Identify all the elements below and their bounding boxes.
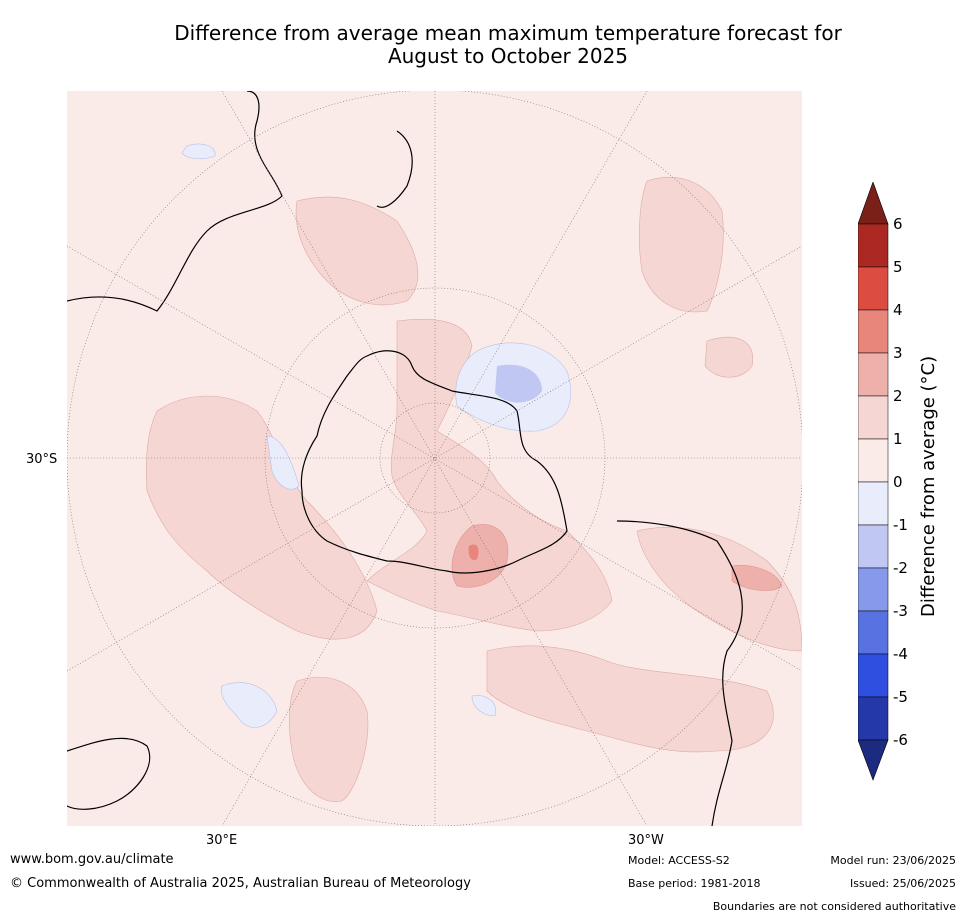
footer-website[interactable]: www.bom.gov.au/climate	[10, 852, 174, 867]
colorbar-tick-m4: -4	[893, 645, 908, 663]
colorbar-level-1-2	[857, 395, 889, 440]
coastlines	[67, 91, 743, 826]
colorbar-level-0-1	[857, 438, 889, 483]
polar-map	[67, 91, 802, 826]
colorbar-tick-3: 3	[893, 344, 903, 362]
title-line-2: August to October 2025	[387, 44, 629, 68]
footer-issued: Issued: 25/06/2025	[849, 877, 956, 890]
colorbar-tick-m3: -3	[893, 602, 908, 620]
title-line-1: Difference from average mean maximum tem…	[174, 21, 842, 45]
anomaly-region-cool-3	[181, 143, 216, 160]
anomaly-region-south	[486, 645, 774, 753]
anomaly-minus2-to-minus1	[495, 364, 542, 403]
colorbar-level-m1-0	[857, 481, 889, 526]
anomaly-region-central	[366, 318, 613, 632]
colorbar-tick-4: 4	[893, 301, 903, 319]
antarctica-coastline	[300, 350, 568, 574]
anomaly-region-hot	[468, 544, 479, 561]
colorbar-level-5-6	[857, 223, 889, 268]
colorbar-tick-m5: -5	[893, 688, 908, 706]
anomaly-region-andes-warm	[731, 565, 783, 591]
colorbar-over-triangle	[857, 181, 889, 225]
anomaly-3-to-4	[468, 544, 479, 561]
latitude-label-30s: 30°S	[26, 452, 58, 467]
graticule	[67, 91, 802, 826]
south-america-coastline	[616, 520, 743, 826]
colorbar-tick-m6: -6	[893, 731, 908, 749]
map-title: Difference from average mean maximum tem…	[0, 22, 965, 68]
colorbar-levels	[857, 223, 889, 741]
colorbar-level-m2-m1	[857, 524, 889, 569]
colorbar-tick-5: 5	[893, 258, 903, 276]
colorbar-level-m6-m5	[857, 696, 889, 741]
colorbar-level-m5-m4	[857, 653, 889, 698]
colorbar	[857, 181, 890, 786]
meridian-60w	[67, 245, 802, 672]
anomaly-region-pacific-warm	[451, 524, 509, 588]
anomaly-region-north-1	[638, 177, 724, 313]
new-zealand-coastline	[376, 130, 413, 208]
colorbar-tick-m2: -2	[893, 559, 908, 577]
longitude-label-30e: 30°E	[206, 833, 238, 848]
footer-model-run: Model run: 23/06/2025	[830, 854, 956, 867]
colorbar-tick-2: 2	[893, 387, 903, 405]
colorbar-level-m3-m2	[857, 567, 889, 612]
meridian-30w	[221, 91, 648, 826]
anomaly-region-cool-core	[495, 364, 542, 403]
anomaly-region-cool-5	[471, 695, 497, 717]
colorbar-tick-6: 6	[893, 215, 903, 233]
anomaly-region-sw	[288, 677, 369, 802]
colorbar-level-m4-m3	[857, 610, 889, 655]
meridian-30e	[221, 91, 648, 826]
anomaly-region-ne	[704, 336, 754, 378]
footer-base-period: Base period: 1981-2018	[628, 877, 761, 890]
colorbar-level-4-5	[857, 266, 889, 311]
australia-coastline	[67, 737, 151, 810]
anomaly-region-cool-2	[221, 682, 278, 728]
anomaly-region-cool-4	[266, 435, 300, 490]
colorbar-tick-m1: -1	[893, 516, 908, 534]
anomaly-2-to-3	[451, 524, 783, 591]
anomaly-1-to-2	[146, 177, 802, 802]
footer-copyright: © Commonwealth of Australia 2025, Austra…	[10, 876, 471, 891]
colorbar-level-3-4	[857, 309, 889, 354]
colorbar-tick-0: 0	[893, 473, 903, 491]
anomaly-region-west	[146, 395, 378, 640]
colorbar-tick-1: 1	[893, 430, 903, 448]
colorbar-under-triangle	[857, 739, 889, 781]
longitude-label-30w: 30°W	[628, 833, 664, 848]
colorbar-level-2-3	[857, 352, 889, 397]
footer-disclaimer: Boundaries are not considered authoritat…	[712, 900, 956, 913]
anomaly-region-north-2	[295, 196, 419, 306]
africa-coastline	[67, 91, 283, 312]
meridian-60e	[67, 245, 802, 672]
footer-model: Model: ACCESS-S2	[628, 854, 730, 867]
colorbar-label: Difference from average (°C)	[918, 355, 939, 617]
